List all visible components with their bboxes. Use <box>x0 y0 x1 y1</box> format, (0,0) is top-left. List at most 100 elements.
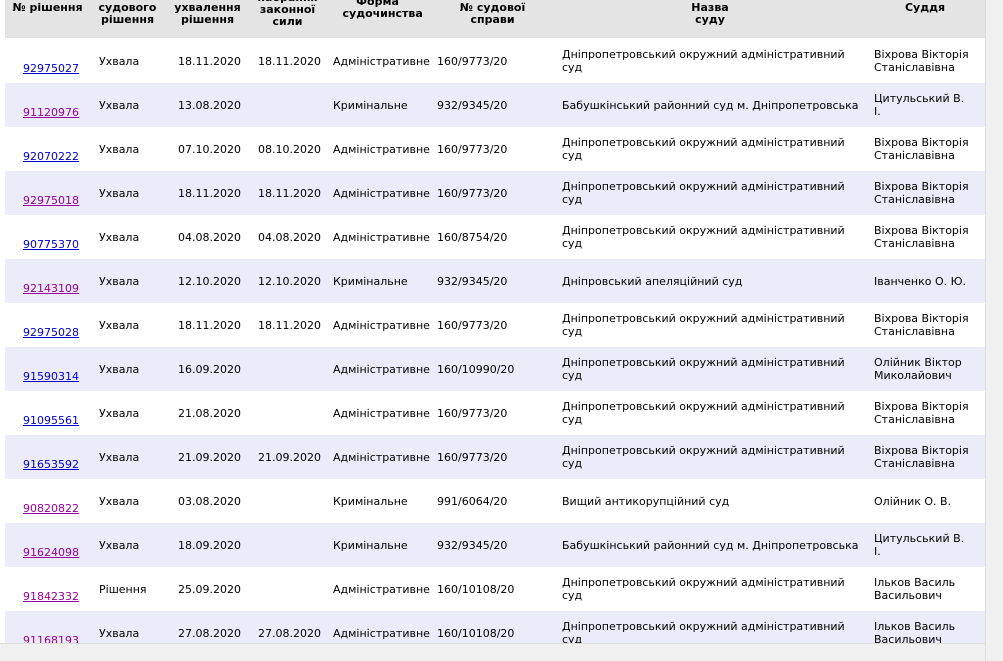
table-cell: 18.11.2020 <box>178 171 250 215</box>
decision-link[interactable]: 91095561 <box>23 414 79 427</box>
table-cell: 18.11.2020 <box>258 39 325 83</box>
column-header: ухвалення рішення <box>165 0 250 38</box>
decision-link[interactable]: 92975027 <box>23 62 79 75</box>
cell-text: Віхрова Вікторія Станіславівна <box>874 180 969 206</box>
column-header: судового рішення <box>90 0 165 38</box>
cell-text: Віхрова Вікторія Станіславівна <box>874 136 969 162</box>
cell-text: Ухвала <box>99 274 140 288</box>
cell-text: 07.10.2020 <box>178 142 241 156</box>
cell-text: Кримінальне <box>333 494 408 508</box>
cell-text: 18.11.2020 <box>178 186 241 200</box>
cell-text: 160/9773/20 <box>437 318 508 332</box>
cell-text: 04.08.2020 <box>178 230 241 244</box>
cell-text: 18.09.2020 <box>178 538 241 552</box>
table-cell: Ухвала <box>99 611 165 643</box>
cell-text: Ухвала <box>99 538 140 552</box>
header-text: № рішення <box>12 1 83 14</box>
cell-text: 160/10108/20 <box>437 626 515 640</box>
horizontal-scrollbar[interactable] <box>0 643 985 661</box>
decision-link[interactable]: 92143109 <box>23 282 79 295</box>
cell-text: 160/10990/20 <box>437 362 515 376</box>
decision-link[interactable]: 90820822 <box>23 502 79 515</box>
cell-text: Дніпропетровський окружний адміністратив… <box>562 224 845 250</box>
table-cell: 160/10108/20 <box>437 611 555 643</box>
header-text: № судової справи <box>459 1 526 26</box>
table-cell: 160/9773/20 <box>437 127 555 171</box>
table-cell: Віхрова Вікторія Станіславівна <box>874 171 985 215</box>
decision-link[interactable]: 91624098 <box>23 546 79 559</box>
cell-text: Адміністративне <box>333 626 430 640</box>
cell-text: Ільков Василь Васильович <box>874 620 956 643</box>
cell-text: Ухвала <box>99 54 140 68</box>
cell-text: 160/9773/20 <box>437 450 508 464</box>
cell-text: Олійник О. В. <box>874 494 952 508</box>
cell-text: 27.08.2020 <box>258 626 321 640</box>
table-cell: 27.08.2020 <box>178 611 250 643</box>
table-cell: Ухвала <box>99 435 165 479</box>
cell-text: Ухвала <box>99 450 140 464</box>
cell-text: Дніпропетровський окружний адміністратив… <box>562 312 845 338</box>
table-cell: Дніпропетровський окружний адміністратив… <box>562 435 865 479</box>
table-cell: Ухвала <box>99 215 165 259</box>
decision-link[interactable]: 91168193 <box>23 634 79 643</box>
table-cell: Іванченко О. Ю. <box>874 259 985 303</box>
table-cell: 21.09.2020 <box>178 435 250 479</box>
cell-text: Адміністративне <box>333 186 430 200</box>
cell-text: Ільков Василь Васильович <box>874 576 956 602</box>
table-cell: 12.10.2020 <box>178 259 250 303</box>
cell-text: Дніпропетровський окружний адміністратив… <box>562 136 845 162</box>
table-cell: Дніпровський апеляційний суд <box>562 259 865 303</box>
decision-link[interactable]: 92070222 <box>23 150 79 163</box>
cell-text: Дніпровський апеляційний суд <box>562 274 743 288</box>
cell-text: Бабушкінський районний суд м. Дніпропетр… <box>562 538 859 552</box>
header-text: судового рішення <box>98 1 157 26</box>
table-cell: 04.08.2020 <box>178 215 250 259</box>
header-row <box>5 0 985 38</box>
decision-link[interactable]: 90775370 <box>23 238 79 251</box>
table-cell: Віхрова Вікторія Станіславівна <box>874 435 985 479</box>
table-cell: Дніпропетровський окружний адміністратив… <box>562 303 865 347</box>
table-row: 91120976 Ухвала 13.08.2020 Кримінальне 932/9… <box>5 83 985 127</box>
table-row: 90775370 Ухвала 04.08.2020 04.08.2020 Адміні… <box>5 215 985 259</box>
table-cell: Віхрова Вікторія Станіславівна <box>874 215 985 259</box>
cell-text: Ухвала <box>99 230 140 244</box>
table-cell: Ухвала <box>99 479 165 523</box>
decision-link[interactable]: 91120976 <box>23 106 79 119</box>
decision-link[interactable]: 91653592 <box>23 458 79 471</box>
table-cell: Кримінальне <box>333 523 430 567</box>
table-cell: 160/9773/20 <box>437 171 555 215</box>
cell-text: Бабушкінський районний суд м. Дніпропетр… <box>562 98 859 112</box>
decision-link[interactable]: 92975018 <box>23 194 79 207</box>
table-row: 91653592 Ухвала 21.09.2020 21.09.2020 Адміні… <box>5 435 985 479</box>
cell-text: 03.08.2020 <box>178 494 241 508</box>
table-cell: Дніпропетровський окружний адміністратив… <box>562 391 865 435</box>
vertical-scrollbar[interactable] <box>985 0 1003 661</box>
cell-text: Ухвала <box>99 142 140 156</box>
cell-text: Цитульський В. І. <box>874 532 965 558</box>
table-cell: Адміністративне <box>333 39 430 83</box>
table-row: 90820822 Ухвала 03.08.2020 Кримінальне 991/6… <box>5 479 985 523</box>
cell-text: 13.08.2020 <box>178 98 241 112</box>
decision-link[interactable]: 91590314 <box>23 370 79 383</box>
cell-text: Рішення <box>99 582 147 596</box>
header-text: ухвалення рішення <box>174 1 241 26</box>
cell-text: Ухвала <box>99 626 140 640</box>
column-header: Суддя <box>865 0 985 38</box>
column-header: № рішення <box>5 0 90 38</box>
column-header: набрання законної сили <box>250 0 325 28</box>
decision-link[interactable]: 91842332 <box>23 590 79 603</box>
cell-text: 160/9773/20 <box>437 54 508 68</box>
table-cell: 160/9773/20 <box>437 303 555 347</box>
cell-text: Віхрова Вікторія Станіславівна <box>874 224 969 250</box>
decision-link[interactable]: 92975028 <box>23 326 79 339</box>
table-cell: Віхрова Вікторія Станіславівна <box>874 303 985 347</box>
table-row: 91590314 Ухвала 16.09.2020 Адміністративне 1… <box>5 347 985 391</box>
table-cell: 12.10.2020 <box>258 259 325 303</box>
cell-text: Ухвала <box>99 362 140 376</box>
table-cell: Ільков Василь Васильович <box>874 611 985 643</box>
table-cell: 18.11.2020 <box>258 303 325 347</box>
cell-text: 16.09.2020 <box>178 362 241 376</box>
table-cell: 13.08.2020 <box>178 83 250 127</box>
table-cell: Олійник Віктор Миколайович <box>874 347 985 391</box>
table-row: 92975018 Ухвала 18.11.2020 18.11.2020 Адміні… <box>5 171 985 215</box>
